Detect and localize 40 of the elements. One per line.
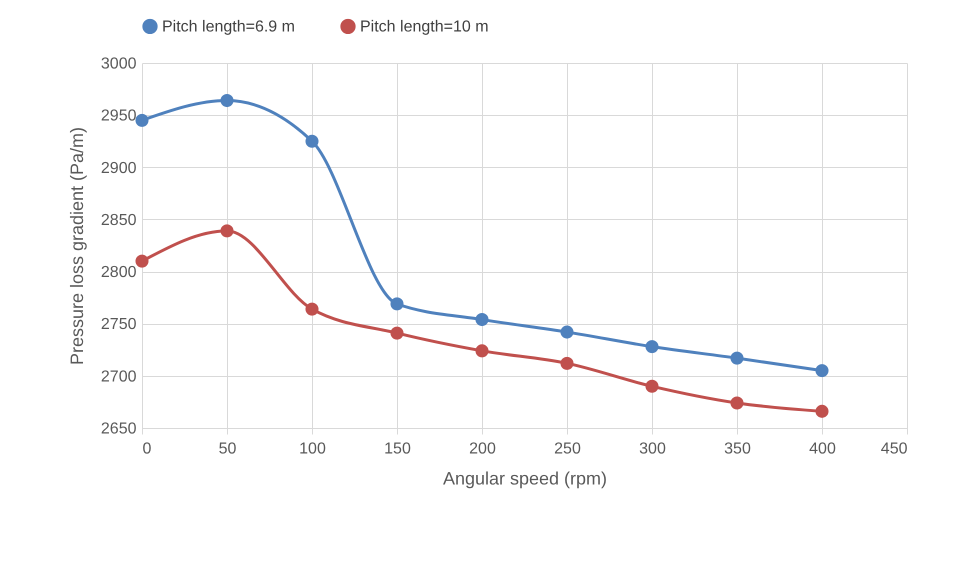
point bbox=[475, 313, 489, 326]
point bbox=[305, 134, 319, 148]
point bbox=[645, 340, 659, 354]
x-tick-label: 400 bbox=[809, 440, 836, 458]
y-tick-label: 2750 bbox=[100, 316, 137, 334]
point bbox=[390, 326, 404, 340]
point bbox=[390, 297, 404, 310]
point bbox=[645, 380, 659, 393]
legend-label: Pitch length=10 m bbox=[360, 18, 489, 36]
point bbox=[730, 396, 744, 410]
x-tick-label: 450 bbox=[880, 440, 908, 458]
y-axis-title: Pressure loss gradient (Pa/m) bbox=[66, 126, 87, 366]
x-tick-label: 50 bbox=[218, 440, 236, 458]
point bbox=[560, 326, 574, 339]
point bbox=[135, 114, 149, 127]
point bbox=[815, 404, 829, 418]
point bbox=[220, 224, 234, 238]
point bbox=[560, 356, 574, 370]
point bbox=[135, 254, 149, 268]
point bbox=[305, 302, 319, 316]
x-tick-label: 100 bbox=[299, 440, 326, 458]
x-tick-label: 250 bbox=[554, 440, 581, 458]
y-tick-label: 2700 bbox=[100, 368, 137, 386]
y-tick-label: 3000 bbox=[100, 56, 137, 72]
y-tick-label: 2800 bbox=[100, 264, 137, 282]
point bbox=[730, 352, 744, 365]
x-axis-title: Angular speed (rpm) bbox=[442, 468, 608, 488]
point bbox=[815, 364, 829, 378]
x-tick-label: 0 bbox=[142, 440, 152, 458]
y-tick-label: 2950 bbox=[100, 108, 137, 125]
x-tick-label: 300 bbox=[639, 440, 666, 458]
legend-label: Pitch length=6.9 m bbox=[162, 18, 295, 36]
y-tick-label: 2650 bbox=[100, 420, 137, 438]
x-tick-label: 150 bbox=[384, 440, 411, 458]
y-tick-label: 2900 bbox=[100, 160, 137, 177]
y-tick-label: 2850 bbox=[100, 212, 137, 229]
x-tick-label: 350 bbox=[724, 440, 751, 458]
x-tick-label: 200 bbox=[469, 440, 496, 458]
point bbox=[475, 344, 489, 358]
point bbox=[220, 94, 234, 108]
